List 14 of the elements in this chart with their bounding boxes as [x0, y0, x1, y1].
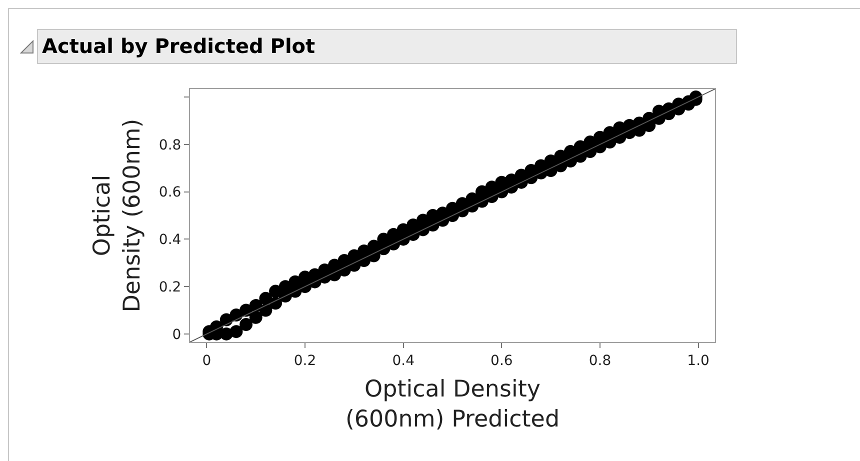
x-tick-label: 0.8	[588, 352, 612, 369]
x-tick-label: 0.2	[294, 352, 316, 369]
x-tick-label: 1.0	[687, 352, 710, 369]
x-axis-title: Optical Density (600nm) Predicted	[345, 376, 560, 432]
y-tick-label: 0.8	[158, 137, 182, 154]
y-axis-title: Optical Density (600nm)	[89, 118, 146, 312]
x-tick-label: 0.4	[392, 352, 415, 369]
y-tick-label: 0	[172, 326, 182, 343]
chart-title: Actual by Predicted Plot	[37, 29, 737, 64]
y-tick-label: 0.6	[158, 184, 182, 201]
y-tick-label: 0.4	[158, 232, 182, 248]
x-tick-label: 0.6	[490, 352, 513, 369]
x-tick-label: 0	[202, 352, 212, 369]
y-tick-label: 0.2	[158, 279, 182, 296]
